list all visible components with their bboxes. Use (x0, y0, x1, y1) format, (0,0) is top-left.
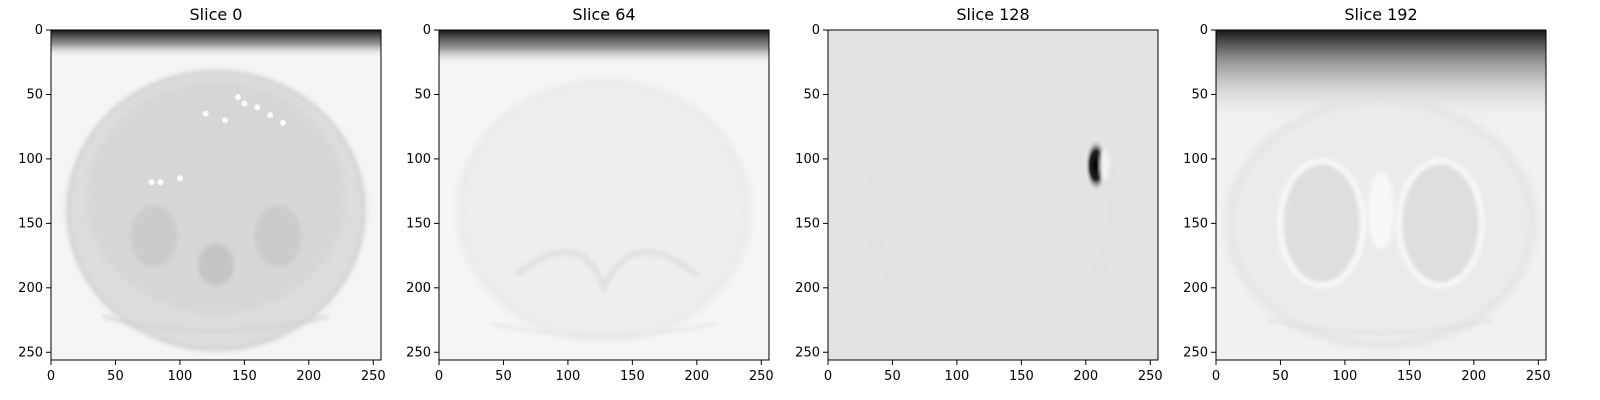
bright-spot (222, 117, 229, 124)
image-background (828, 30, 1158, 360)
bright-spot (280, 119, 287, 126)
left-kidney (130, 205, 178, 268)
bright-spot (148, 179, 155, 186)
lower-body-edge (102, 314, 329, 333)
y-tick-label: 150 (795, 216, 820, 231)
x-tick-label: 250 (1138, 369, 1163, 384)
y-tick-label: 150 (1183, 216, 1208, 231)
y-tick-label: 250 (18, 345, 43, 360)
x-tick-label: 100 (1332, 369, 1357, 384)
panel-image (439, 30, 769, 360)
faint-body-outline (869, 92, 1117, 328)
panel-title: Slice 128 (956, 5, 1029, 24)
left-lung (1277, 158, 1366, 288)
panel-0: Slice 0 0 50 100 150 200 250 0 50 100 150 200 250 (18, 5, 386, 384)
y-tick-label: 50 (803, 87, 820, 102)
panel-3: Slice 192 0 50 100 150 200 250 0 50 100 150 200 250 (1183, 5, 1551, 384)
panel-image (51, 30, 381, 360)
y-tick-label: 0 (812, 23, 820, 38)
diaphragm (514, 249, 699, 296)
x-tick-label: 50 (107, 369, 124, 384)
panel-2: Slice 128 0 50 100 150 200 250 0 50 100 150 200 250 (795, 5, 1163, 384)
panel-image (828, 30, 1158, 360)
x-tick-label: 50 (884, 369, 901, 384)
y-tick-label: 0 (1200, 23, 1208, 38)
bright-spot (157, 179, 164, 186)
x-tick-label: 100 (167, 369, 192, 384)
x-tick-label: 200 (296, 369, 321, 384)
x-tick-label: 150 (1397, 369, 1422, 384)
y-tick-label: 200 (18, 281, 43, 296)
x-tick-label: 50 (495, 369, 512, 384)
y-tick-label: 150 (406, 216, 431, 231)
x-tick-label: 0 (824, 369, 832, 384)
spine (197, 243, 235, 286)
x-tick-label: 200 (1461, 369, 1486, 384)
top-shadow (51, 30, 381, 59)
y-tick-label: 50 (26, 87, 43, 102)
x-tick-label: 250 (361, 369, 386, 384)
x-tick-label: 200 (1073, 369, 1098, 384)
y-tick-label: 100 (406, 152, 431, 167)
x-tick-label: 0 (47, 369, 55, 384)
panel-title: Slice 64 (572, 5, 635, 24)
axes-frame (438, 29, 770, 361)
y-tick-label: 0 (35, 23, 43, 38)
y-tick-label: 100 (1183, 152, 1208, 167)
x-tick-label: 100 (555, 369, 580, 384)
y-tick-label: 50 (414, 87, 431, 102)
x-tick-label: 200 (684, 369, 709, 384)
x-tick-label: 50 (1272, 369, 1289, 384)
y-tick-label: 100 (18, 152, 43, 167)
y-tick-label: 200 (1183, 281, 1208, 296)
y-tick-label: 150 (18, 216, 43, 231)
panel-title: Slice 0 (190, 5, 243, 24)
right-kidney (254, 205, 302, 268)
y-tick-label: 0 (423, 23, 431, 38)
mediastinum (1368, 171, 1394, 250)
top-shadow (439, 30, 769, 67)
x-tick-label: 150 (620, 369, 645, 384)
y-tick-label: 200 (406, 281, 431, 296)
lower-body-edge (490, 322, 717, 337)
y-tick-label: 250 (1183, 345, 1208, 360)
y-tick-label: 50 (1191, 87, 1208, 102)
body-outline (458, 80, 750, 341)
x-tick-label: 150 (1009, 369, 1034, 384)
x-tick-label: 100 (944, 369, 969, 384)
x-tick-label: 150 (232, 369, 257, 384)
x-tick-label: 0 (435, 369, 443, 384)
x-tick-label: 0 (1212, 369, 1220, 384)
panel-1: Slice 64 0 50 100 150 200 250 0 50 100 150 200 250 (406, 5, 774, 384)
panels: Slice 00 50 100 150 200 250050100150200250Sli… (18, 5, 1551, 384)
bright-spot (234, 94, 241, 101)
axes-frame (1215, 29, 1547, 361)
x-tick-label: 250 (749, 369, 774, 384)
spot-halo (1099, 149, 1110, 182)
lower-body-edge (1267, 318, 1494, 335)
bright-spot (254, 104, 261, 111)
y-tick-label: 250 (795, 345, 820, 360)
y-tick-label: 100 (795, 152, 820, 167)
right-lung (1396, 158, 1485, 288)
x-tick-label: 250 (1526, 369, 1551, 384)
bright-spot (202, 110, 209, 117)
bright-spot (241, 100, 248, 107)
bright-spot (176, 175, 183, 182)
bright-spot (267, 112, 274, 119)
axes-frame (50, 29, 382, 361)
panel-image (1216, 30, 1546, 360)
y-tick-label: 200 (795, 281, 820, 296)
panel-title: Slice 192 (1344, 5, 1417, 24)
y-tick-label: 250 (406, 345, 431, 360)
axes-frame (827, 29, 1159, 361)
